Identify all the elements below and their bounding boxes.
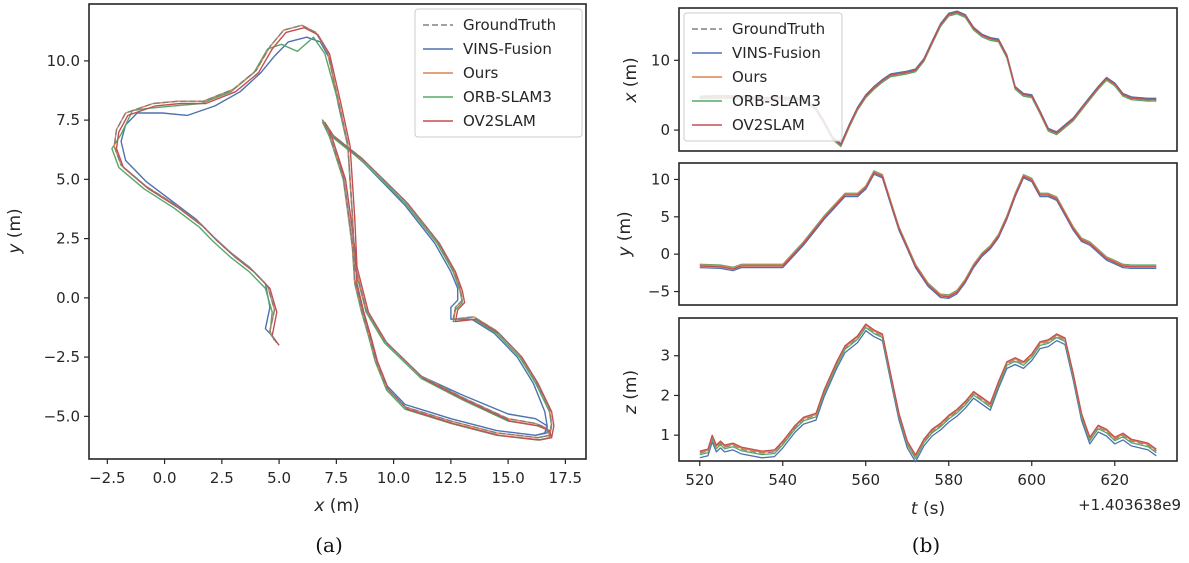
subplot-b-bottom-xtick-label: 520 <box>685 471 714 489</box>
subplot-b-mid-lines <box>699 170 1157 299</box>
subplot-b-top-legend-box <box>683 12 843 142</box>
subplot-a-xtick-label: 2.5 <box>210 469 234 487</box>
subplot-b-bottom-line-orb-slam3 <box>699 326 1157 460</box>
subplot-a-ylabel: y (m) <box>5 208 25 254</box>
subplot-b-bottom-frame <box>678 317 1178 462</box>
subplot-b-bottom-line-ov2slam <box>699 323 1157 456</box>
subplot-a-xtick-label: 7.5 <box>324 469 348 487</box>
trajectory-vins-fusion <box>120 36 548 436</box>
subplot-a-legend: GroundTruth VINS-Fusion Ours ORB-SLAM3 OV2SL… <box>414 8 583 138</box>
trajectory-ov2slam <box>115 27 555 441</box>
subplot-b-mid: −5 0 5 10 y (m) <box>615 162 1178 306</box>
subplot-b-mid-ytick-label: 5 <box>660 208 670 226</box>
subplot-b-bottom-xtick-label: 560 <box>851 471 880 489</box>
legend-label-ours: Ours <box>732 68 767 86</box>
subplot-a-ytick-label: 2.5 <box>56 230 80 248</box>
caption-b: (b) <box>912 533 940 557</box>
subplot-a: −2.5 0.0 2.5 5.0 7.5 10.0 12.5 15.0 17.5 −5.0 −2.… <box>5 3 587 516</box>
subplot-b-top-ytick-label: 10 <box>651 51 670 69</box>
trajectory-groundtruth <box>113 24 553 439</box>
subplot-a-xlabel: x (m) <box>313 496 359 516</box>
subplot-b-top-legend: GroundTruth VINS-Fusion Ours ORB-SLAM3 OV2SL… <box>683 12 843 142</box>
subplot-a-trajectories <box>111 24 555 441</box>
subplot-b-bottom-lines <box>699 323 1157 463</box>
legend-label-ov2slam: OV2SLAM <box>463 112 536 130</box>
subplot-b-bottom-ytick-label: 2 <box>660 386 670 404</box>
subplot-a-xticks: −2.5 0.0 2.5 5.0 7.5 10.0 12.5 15.0 17.5 <box>89 459 582 487</box>
subplot-b-bottom-yticks: 1 2 3 <box>660 347 679 444</box>
legend-label-groundtruth: GroundTruth <box>463 16 556 34</box>
subplot-a-xtick-label: 17.5 <box>549 469 582 487</box>
subplot-a-ytick-label: −2.5 <box>44 348 80 366</box>
subplot-a-ytick-label: 5.0 <box>56 170 80 188</box>
subplot-b-bottom-xtick-label: 540 <box>768 471 797 489</box>
subplot-a-ytick-label: 7.5 <box>56 111 80 129</box>
subplot-b-bottom-xticks: 520 540 560 580 600 620 <box>685 461 1129 489</box>
subplot-b-mid-ytick-label: −5 <box>648 283 670 301</box>
subplot-a-xtick-label: 5.0 <box>267 469 291 487</box>
subplot-b-mid-frame <box>678 162 1178 306</box>
subplot-a-xtick-label: 15.0 <box>491 469 524 487</box>
subplot-a-xtick-label: 12.5 <box>434 469 467 487</box>
subplot-b-mid-yticks: −5 0 5 10 <box>648 170 679 301</box>
legend-label-vins-fusion: VINS-Fusion <box>463 40 552 58</box>
subplot-b-mid-line-vins-fusion <box>699 173 1157 299</box>
legend-label-vins-fusion: VINS-Fusion <box>732 44 821 62</box>
subplot-a-ytick-label: −5.0 <box>44 407 80 425</box>
subplot-b-mid-line-ov2slam <box>699 172 1157 298</box>
subplot-b-bottom-line-vins-fusion <box>699 330 1157 463</box>
subplot-b-bottom-ylabel: z (m) <box>621 370 641 415</box>
subplot-b-mid-line-ours <box>699 170 1157 297</box>
subplot-a-legend-box <box>414 8 583 138</box>
subplot-b-top-ylabel: x (m) <box>621 57 641 103</box>
subplot-b-mid-ytick-label: 0 <box>660 245 670 263</box>
subplot-b-mid-ytick-label: 10 <box>651 170 670 188</box>
subplot-b-bottom: 520 540 560 580 600 620 1 2 3 t (s) z (m) +1.40… <box>621 317 1181 519</box>
subplot-a-yticks: −5.0 −2.5 0.0 2.5 5.0 7.5 10.0 <box>44 52 89 425</box>
subplot-b-top: 0 10 x (m) GroundTruth VINS-Fusion Ours ORB-… <box>621 7 1178 152</box>
subplot-b-bottom-xtick-label: 600 <box>1017 471 1046 489</box>
subplot-b-bottom-line-groundtruth <box>699 325 1157 458</box>
subplot-b-top-yticks: 0 10 <box>651 51 679 139</box>
subplot-a-ytick-label: 0.0 <box>56 289 80 307</box>
subplot-a-ytick-label: 10.0 <box>47 52 80 70</box>
legend-label-ov2slam: OV2SLAM <box>732 116 805 134</box>
subplot-a-xtick-label: 0.0 <box>153 469 177 487</box>
legend-label-orb-slam3: ORB-SLAM3 <box>732 92 821 110</box>
subplot-b-mid-ylabel: y (m) <box>615 211 635 257</box>
subplot-b-top-ytick-label: 0 <box>660 121 670 139</box>
subplot-b-bottom-xtick-label: 580 <box>934 471 963 489</box>
legend-label-groundtruth: GroundTruth <box>732 20 825 38</box>
subplot-b-bottom-ytick-label: 1 <box>660 426 670 444</box>
subplot-b-bottom-xtick-label: 620 <box>1100 471 1129 489</box>
caption-a: (a) <box>315 533 343 557</box>
subplot-b-x-offset-label: +1.403638e9 <box>1078 496 1181 514</box>
subplot-b-bottom-ytick-label: 3 <box>660 347 670 365</box>
legend-label-orb-slam3: ORB-SLAM3 <box>463 88 552 106</box>
legend-label-ours: Ours <box>463 64 498 82</box>
subplot-a-xtick-label: −2.5 <box>89 469 125 487</box>
subplot-b-bottom-xlabel: t (s) <box>911 499 945 519</box>
subplot-a-xtick-label: 10.0 <box>377 469 410 487</box>
